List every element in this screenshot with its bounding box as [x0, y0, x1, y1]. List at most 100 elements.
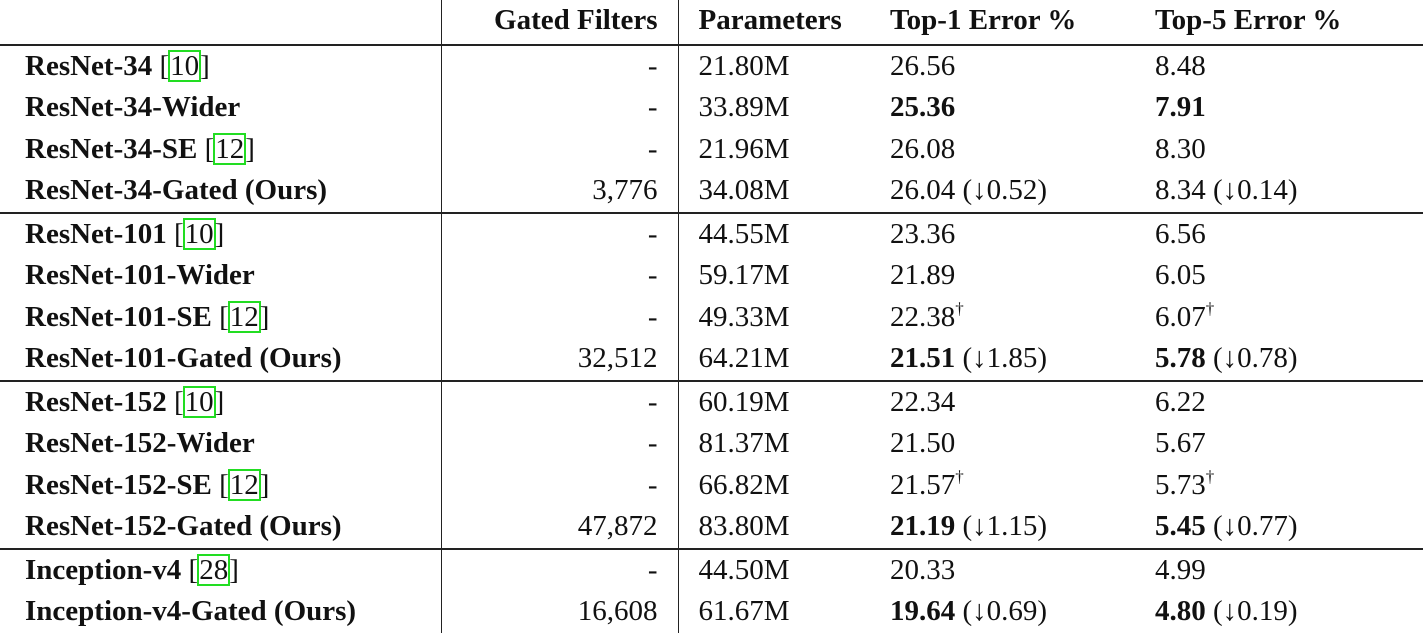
- model-name-cell: ResNet-101 [10]: [0, 211, 441, 255]
- error-improvement-delta: (↓1.85): [955, 342, 1048, 374]
- model-name-cell: Inception-v4-Gated (Ours): [0, 591, 441, 633]
- parameters-cell: 66.82M: [698, 468, 790, 501]
- model-name: ResNet-34-SE: [25, 132, 198, 165]
- error-value: 6.05: [1155, 259, 1206, 291]
- parameters-cell: 34.08M: [698, 174, 790, 206]
- error-value: 21.19: [890, 510, 956, 542]
- top1-error-cell: 25.36: [890, 87, 1155, 129]
- parameters-cell: 64.21M: [698, 342, 790, 374]
- model-name: Inception-v4-Gated (Ours): [25, 595, 357, 627]
- error-value: 19.64: [890, 595, 956, 627]
- table-body: ResNet-34 [10] -21.80M 26.56 8.48 ResNet-34-…: [0, 44, 1423, 633]
- parameters-cell: 33.89M: [698, 91, 790, 123]
- error-value: 6.07: [1155, 300, 1206, 333]
- header-model: [0, 0, 441, 45]
- top1-error-cell: 22.38†: [890, 297, 1155, 339]
- top5-error-cell: 6.56: [1155, 211, 1423, 255]
- error-value: 8.34: [1155, 174, 1206, 206]
- model-name-cell: ResNet-152-Wider: [0, 423, 441, 465]
- dagger-footnote-mark: †: [955, 466, 964, 486]
- error-value: 21.89: [890, 259, 956, 291]
- gated-filters-cell: -: [440, 296, 679, 338]
- citation-link[interactable]: 10: [182, 385, 216, 418]
- gated-filters-cell: 47,872: [440, 506, 679, 549]
- model-name: ResNet-152-Gated (Ours): [25, 510, 342, 542]
- error-value: 26.56: [890, 49, 956, 82]
- error-improvement-delta: (↓0.78): [1205, 342, 1298, 374]
- table-row: ResNet-152 [10] -60.19M 22.34 6.22: [0, 379, 1423, 423]
- gated-filters-cell: -: [440, 423, 679, 465]
- gated-filters-cell: -: [440, 87, 679, 129]
- gated-filters-cell: -: [440, 44, 679, 87]
- citation-link[interactable]: 10: [182, 217, 216, 250]
- citation-link[interactable]: 28: [197, 553, 231, 586]
- table-row: ResNet-34 [10] -21.80M 26.56 8.48: [0, 44, 1423, 88]
- parameters-cell: 59.17M: [698, 259, 790, 291]
- model-name-cell: ResNet-34-SE [12]: [0, 129, 441, 171]
- model-name: ResNet-101-Gated (Ours): [25, 342, 342, 374]
- table-row: Inception-v4-Gated (Ours) 16,608 61.67M 19.…: [0, 591, 1423, 633]
- parameters-cell: 60.19M: [678, 379, 890, 423]
- top1-error-cell: 21.51 (↓1.85): [890, 338, 1155, 381]
- error-value: 22.38: [890, 300, 956, 333]
- model-name: ResNet-34: [25, 49, 153, 82]
- header-parameters: Parameters: [698, 4, 842, 36]
- top1-error-cell: 22.34: [890, 379, 1155, 423]
- table-row: ResNet-152-Gated (Ours) 47,872 83.80M 21.19…: [0, 506, 1423, 549]
- model-name-cell: ResNet-152-SE [12]: [0, 465, 441, 507]
- error-value: 23.36: [890, 217, 956, 250]
- gated-filters-cell: -: [440, 211, 679, 255]
- error-value: 26.08: [890, 132, 956, 165]
- top5-error-cell: 5.45 (↓0.77): [1155, 506, 1423, 549]
- citation: [12]: [211, 300, 270, 333]
- citation: [12]: [197, 132, 255, 165]
- gated-filters-cell: -: [440, 379, 679, 423]
- dagger-footnote-mark: †: [1205, 298, 1215, 318]
- model-name-cell: ResNet-101-Wider: [0, 255, 441, 297]
- parameters-cell: 61.67M: [698, 595, 790, 627]
- table-row: ResNet-152-SE [12] -66.82M 21.57† 5.73†: [0, 464, 1423, 507]
- error-value: 8.30: [1155, 132, 1206, 165]
- citation-link[interactable]: 10: [168, 49, 202, 82]
- top5-error-cell: 5.67: [1155, 423, 1423, 465]
- table-row: Inception-v4 [28] -44.50M 20.33 4.99: [0, 547, 1423, 591]
- top5-error-cell: 8.48: [1155, 45, 1423, 88]
- citation-link[interactable]: 12: [227, 300, 261, 333]
- citation: [10]: [152, 49, 210, 82]
- table-row: ResNet-101-SE [12] -49.33M 22.38† 6.07†: [0, 296, 1423, 339]
- top5-error-cell: 5.78 (↓0.78): [1155, 338, 1423, 381]
- model-name-cell: ResNet-152 [10]: [0, 379, 441, 423]
- error-value: 4.80: [1155, 595, 1206, 627]
- error-value: 8.48: [1155, 49, 1206, 82]
- top1-error-cell: 19.64 (↓0.69): [890, 591, 1155, 633]
- gated-filters-cell: 3,776: [440, 170, 679, 213]
- gated-filters-cell: -: [440, 464, 679, 506]
- dagger-footnote-mark: †: [1205, 466, 1215, 486]
- error-improvement-delta: (↓0.69): [955, 595, 1048, 627]
- model-name-cell: ResNet-34-Wider: [0, 87, 441, 129]
- model-name-cell: Inception-v4 [28]: [0, 547, 441, 591]
- model-name-cell: ResNet-152-Gated (Ours): [0, 506, 441, 549]
- gated-filters-cell: -: [440, 547, 679, 591]
- parameters-cell: 44.55M: [678, 211, 890, 255]
- top1-error-cell: 21.57†: [890, 465, 1155, 507]
- top1-error-cell: 21.89: [890, 255, 1155, 297]
- citation-link[interactable]: 12: [227, 468, 261, 501]
- error-value: 21.57: [890, 468, 956, 501]
- parameters-cell: 49.33M: [698, 300, 790, 333]
- error-value: 25.36: [890, 91, 956, 123]
- error-value: 20.33: [890, 553, 956, 586]
- top1-error-cell: 21.19 (↓1.15): [890, 506, 1155, 549]
- model-name: ResNet-101: [25, 217, 167, 250]
- table-row: ResNet-34-SE [12] -21.96M 26.08 8.30: [0, 128, 1423, 171]
- header-top1-error: Top-1 Error %: [890, 4, 1077, 36]
- model-name: ResNet-101-SE: [25, 300, 212, 333]
- table-row: ResNet-152-Wider -81.37M 21.50 5.67: [0, 423, 1423, 465]
- model-name-cell: ResNet-101-Gated (Ours): [0, 338, 441, 381]
- error-value: 6.22: [1155, 385, 1206, 418]
- error-value: 6.56: [1155, 217, 1206, 250]
- citation-link[interactable]: 12: [213, 132, 247, 165]
- error-value: 5.73: [1155, 468, 1206, 501]
- parameters-cell: 83.80M: [698, 510, 790, 542]
